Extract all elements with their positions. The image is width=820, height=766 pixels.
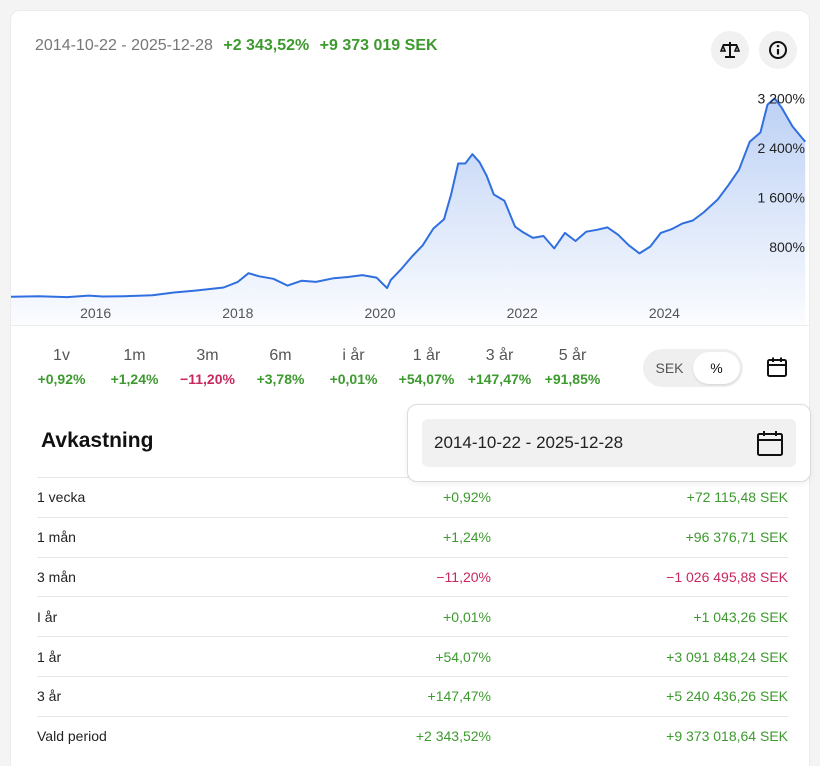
period-return: +91,85% — [544, 371, 601, 387]
period-return: +1,24% — [110, 371, 159, 387]
period-return: +0,01% — [329, 371, 378, 387]
compare-button[interactable] — [711, 31, 749, 69]
period-selector: 1v +0,92% 1m +1,24% 3m −11,20% 6m +3,78% i år +0,… — [25, 343, 609, 389]
performance-card: 2014-10-22 - 2025-12-28 +2 343,52% +9 37… — [10, 10, 811, 766]
x-tick-label: 2022 — [507, 305, 538, 321]
y-tick-label: 1 600% — [758, 190, 805, 206]
date-range-field[interactable]: 2014-10-22 - 2025-12-28 — [422, 419, 796, 467]
returns-period-name: 3 mån — [37, 556, 287, 597]
period-return: +3,78% — [256, 371, 305, 387]
y-tick-label: 800% — [769, 239, 805, 255]
unit-toggle-sek[interactable]: SEK — [655, 360, 684, 376]
returns-row: 3 mån −11,20% −1 026 495,88 SEK — [37, 556, 788, 597]
date-range-popover: 2014-10-22 - 2025-12-28 — [407, 404, 811, 482]
period-option[interactable]: 3m −11,20% — [171, 343, 244, 389]
returns-row: 1 mån +1,24% +96 376,71 SEK — [37, 516, 788, 558]
returns-percent: +54,07% — [287, 636, 491, 677]
period-label: 3 år — [485, 347, 514, 364]
period-label: 1 år — [412, 347, 441, 364]
x-tick-label: 2024 — [649, 305, 680, 321]
calendar-icon — [767, 357, 787, 377]
returns-section-title: Avkastning — [41, 429, 154, 452]
info-button[interactable] — [759, 31, 797, 69]
period-return: +147,47% — [467, 371, 532, 387]
period-label: 1m — [123, 347, 146, 364]
period-return: −11,20% — [180, 371, 235, 387]
returns-row: 1 vecka +0,92% +72 115,48 SEK — [37, 477, 788, 518]
period-option[interactable]: 6m +3,78% — [244, 343, 317, 389]
date-range-value: 2014-10-22 - 2025-12-28 — [434, 433, 624, 452]
returns-amount: +1 043,26 SEK — [491, 596, 788, 637]
returns-period-name: 3 år — [37, 675, 287, 717]
returns-percent: +0,01% — [287, 596, 491, 637]
summary-return-pct: +2 343,52% — [223, 37, 310, 54]
returns-period-name: I år — [37, 596, 287, 637]
y-tick-label: 3 200% — [758, 90, 805, 106]
y-tick-label: 2 400% — [758, 140, 805, 156]
period-label: i år — [342, 347, 365, 364]
returns-percent: +2 343,52% — [287, 715, 491, 757]
period-label: 3m — [196, 347, 219, 364]
unit-toggle-percent[interactable]: % — [693, 352, 740, 384]
returns-table: 1 vecka +0,92% +72 115,48 SEK 1 mån +1,24% +9… — [37, 477, 788, 757]
summary-return-sek: +9 373 019 SEK — [319, 37, 438, 54]
returns-row: 1 år +54,07% +3 091 848,24 SEK — [37, 636, 788, 677]
returns-percent: +147,47% — [287, 675, 491, 717]
period-option[interactable]: 1 år +54,07% — [390, 343, 463, 389]
returns-period-name: 1 år — [37, 636, 287, 677]
period-option[interactable]: 3 år +147,47% — [463, 343, 536, 389]
returns-amount: +96 376,71 SEK — [491, 516, 788, 558]
period-label: 5 år — [558, 347, 587, 364]
returns-row: I år +0,01% +1 043,26 SEK — [37, 596, 788, 637]
returns-period-name: 1 vecka — [37, 477, 287, 518]
period-return: +54,07% — [398, 371, 455, 387]
calendar-icon[interactable] — [756, 429, 784, 457]
returns-percent: +0,92% — [287, 477, 491, 518]
calendar-button[interactable] — [757, 347, 797, 387]
returns-amount: +72 115,48 SEK — [491, 477, 788, 518]
returns-percent: +1,24% — [287, 516, 491, 558]
period-option[interactable]: i år +0,01% — [317, 343, 390, 389]
period-label: 6m — [269, 347, 292, 364]
performance-chart[interactable]: 800% 1 600% 2 400% 3 200% 2016 2018 2020 2022 2… — [11, 11, 811, 331]
x-tick-label: 2020 — [364, 305, 395, 321]
info-icon — [769, 41, 787, 59]
chart-area-fill — [11, 98, 806, 325]
returns-percent: −11,20% — [287, 556, 491, 597]
period-return: +0,92% — [37, 371, 86, 387]
summary-range: 2014-10-22 - 2025-12-28 — [35, 37, 213, 54]
returns-amount: +5 240 436,26 SEK — [491, 675, 788, 717]
returns-amount: −1 026 495,88 SEK — [491, 556, 788, 597]
chart-divider — [11, 325, 809, 326]
returns-row: Vald period +2 343,52% +9 373 018,64 SEK — [37, 715, 788, 757]
period-option[interactable]: 1v +0,92% — [25, 343, 98, 389]
returns-period-name: Vald period — [37, 715, 287, 757]
returns-amount: +3 091 848,24 SEK — [491, 636, 788, 677]
period-label: 1v — [53, 347, 70, 364]
x-tick-label: 2016 — [80, 305, 111, 321]
scales-icon — [720, 42, 740, 58]
unit-toggle[interactable]: SEK % — [643, 349, 743, 387]
period-option[interactable]: 5 år +91,85% — [536, 343, 609, 389]
returns-period-name: 1 mån — [37, 516, 287, 558]
x-tick-label: 2018 — [222, 305, 253, 321]
chart-series-line — [11, 97, 806, 299]
returns-row: 3 år +147,47% +5 240 436,26 SEK — [37, 675, 788, 717]
returns-amount: +9 373 018,64 SEK — [491, 715, 788, 757]
summary-line: 2014-10-22 - 2025-12-28 +2 343,52% +9 37… — [35, 37, 438, 55]
period-option[interactable]: 1m +1,24% — [98, 343, 171, 389]
